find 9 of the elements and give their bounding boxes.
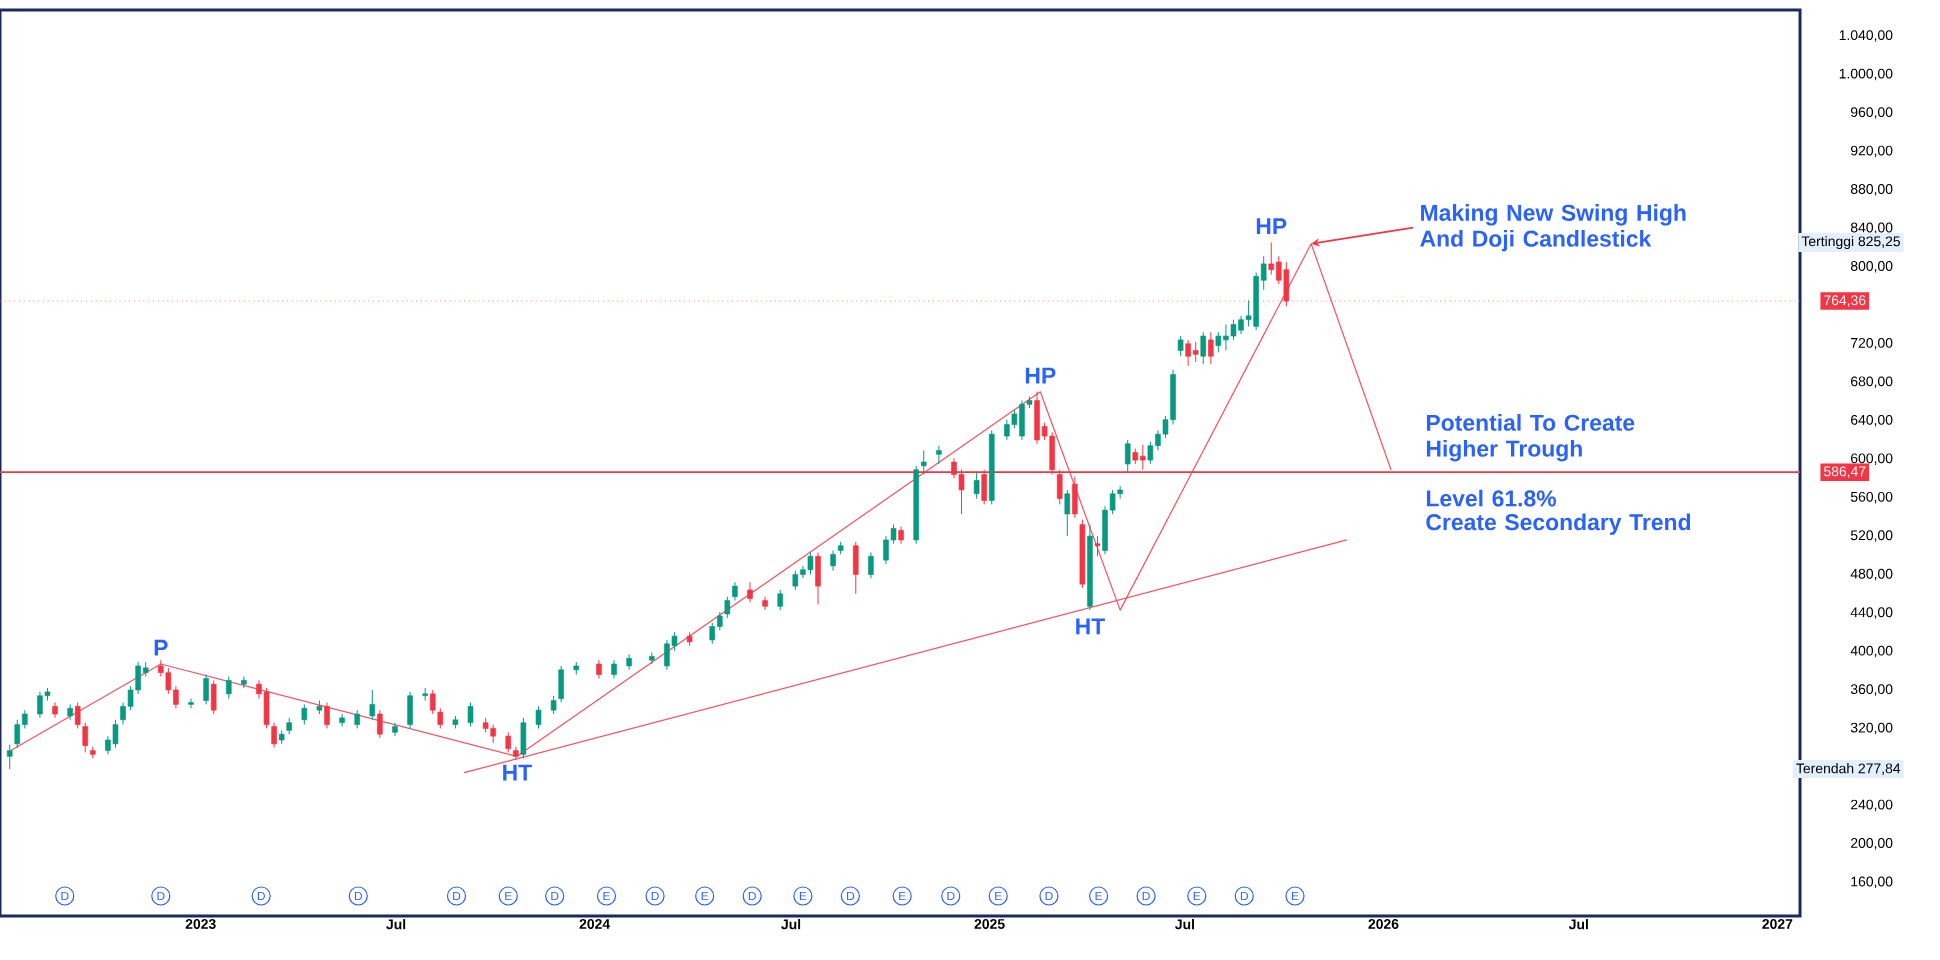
annotation: P (154, 639, 168, 656)
annotation: HP (1025, 367, 1056, 384)
annotation: Making New Swing High And Doji Candlestick (1420, 204, 1686, 252)
annotation: HP (1256, 218, 1287, 235)
annotation: HT (503, 764, 532, 781)
annotation: HT (1076, 618, 1105, 635)
annotation: Create Secondary Trend (1426, 513, 1691, 535)
annotation: Potential To Create Higher Trough (1426, 414, 1635, 462)
annotation: Level 61.8% (1426, 489, 1556, 507)
